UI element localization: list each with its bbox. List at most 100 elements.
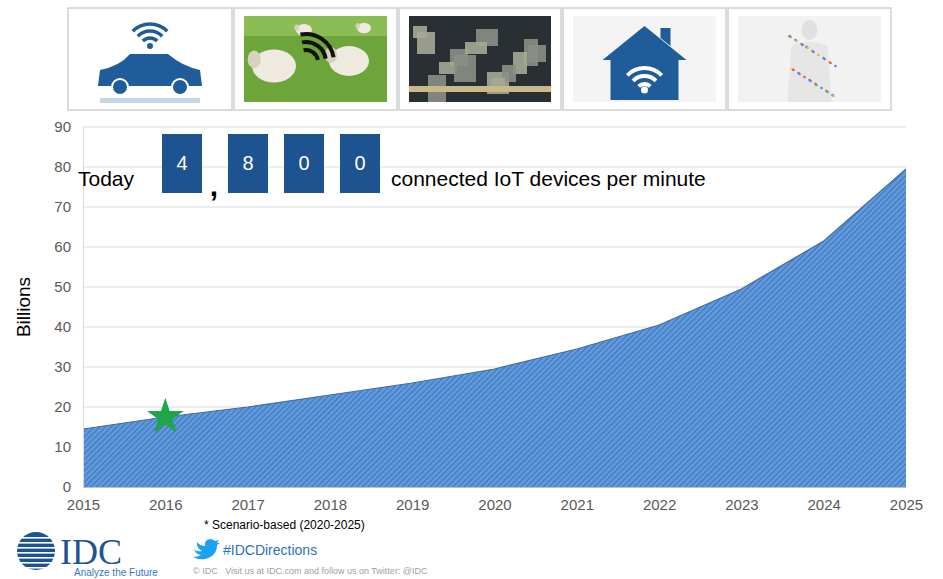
x-tick: 2019: [396, 487, 429, 513]
x-tick-label: 2020: [478, 496, 511, 513]
building: [465, 42, 487, 54]
x-tick-label: 2015: [67, 496, 100, 513]
car-wheel: [172, 79, 188, 95]
wifi-dot: [641, 87, 648, 94]
x-tick: 2016: [149, 487, 182, 513]
counter-box: [284, 134, 324, 193]
y-tick: 60: [54, 238, 83, 255]
counter-digit: 0: [298, 152, 309, 174]
highlight-marker: [147, 398, 184, 433]
building: [417, 32, 435, 54]
particle: [811, 50, 814, 53]
counter-box: [340, 134, 380, 193]
particle: [815, 84, 818, 87]
x-tick: 2024: [808, 487, 841, 513]
x-tick: 2018: [314, 487, 347, 513]
x-tick-label: 2019: [396, 496, 429, 513]
particle: [805, 46, 808, 49]
wifi-arc: [304, 50, 318, 60]
picture-frame: [399, 8, 561, 110]
grid-line: [83, 247, 906, 248]
particle: [831, 94, 834, 97]
field: [244, 16, 387, 102]
counter-box: [228, 134, 268, 193]
picture-strip: [68, 8, 891, 110]
y-tick: 90: [54, 118, 83, 135]
wifi-arc: [302, 42, 326, 59]
person-head: [802, 20, 818, 40]
picture-frame: [68, 8, 232, 110]
y-axis-title: Billions: [13, 277, 34, 337]
twitter-icon: [193, 539, 220, 559]
wifi-arc: [300, 34, 333, 57]
picture: [728, 8, 891, 110]
counter-digit: 8: [242, 152, 253, 174]
plot-area: [83, 169, 906, 487]
logo-stripe: [16, 562, 56, 564]
particle: [820, 87, 823, 90]
particle: [794, 39, 797, 42]
counter-prefix: Today: [78, 167, 135, 190]
y-tick-label: 40: [54, 318, 71, 335]
x-tick: 2017: [231, 487, 264, 513]
wifi-arc: [633, 76, 656, 81]
logo-stripe: [16, 542, 56, 544]
wifi-dot: [147, 43, 153, 49]
wifi-arc: [627, 68, 661, 75]
house-icon: [603, 26, 687, 100]
car-shadow: [100, 98, 200, 103]
logo-stripe: [16, 547, 56, 549]
y-tick: 70: [54, 198, 83, 215]
picture: [399, 8, 561, 110]
grid: [83, 127, 906, 487]
picture-frame: [728, 8, 891, 110]
logo-stripe: [16, 567, 56, 569]
picture: [234, 8, 397, 110]
x-tick: 2022: [643, 487, 676, 513]
picture-frame: [563, 8, 726, 110]
city: [409, 16, 551, 102]
picture: [68, 8, 232, 110]
particle: [798, 73, 801, 76]
x-tick: 2023: [725, 487, 758, 513]
y-tick-label: 50: [54, 278, 71, 295]
particle: [817, 54, 820, 57]
sheep-head: [248, 51, 261, 69]
particle: [823, 58, 826, 61]
counter-suffix: connected IoT devices per minute: [391, 167, 706, 190]
particle: [832, 95, 835, 98]
picture: [563, 8, 726, 110]
x-tick-label: 2021: [561, 496, 594, 513]
wifi-arc: [143, 38, 157, 41]
y-tick: 10: [54, 438, 83, 455]
particle: [797, 72, 800, 75]
particle: [829, 62, 832, 65]
y-tick-label: 0: [63, 478, 71, 495]
y-tick: 30: [54, 358, 83, 375]
grid-line: [83, 207, 906, 208]
x-tick-label: 2022: [643, 496, 676, 513]
particle: [789, 36, 792, 39]
picture-frame: [234, 8, 397, 110]
particle: [812, 51, 815, 54]
logo-tagline: Analyze the Future: [74, 567, 158, 578]
road: [409, 86, 551, 92]
y-tick: 0: [63, 478, 83, 495]
wifi-arc: [639, 84, 650, 86]
x-tick-label: 2023: [725, 496, 758, 513]
sheep-head: [294, 24, 299, 30]
logo-text: IDC: [60, 532, 122, 572]
logo-globe: [17, 532, 55, 570]
x-tick: 2021: [561, 487, 594, 513]
x-tick: 2015: [67, 487, 100, 513]
wifi-arc: [138, 31, 162, 36]
particle: [808, 79, 811, 82]
building: [528, 45, 546, 62]
hashtag: #IDCDirections: [223, 542, 317, 558]
grid-line: [83, 127, 906, 128]
footnote: * Scenario-based (2020-2025): [204, 518, 365, 532]
y-tick: 20: [54, 398, 83, 415]
particle: [814, 83, 817, 86]
y-tick: 50: [54, 278, 83, 295]
counter: Today4,800connected IoT devices per minu…: [78, 134, 706, 202]
